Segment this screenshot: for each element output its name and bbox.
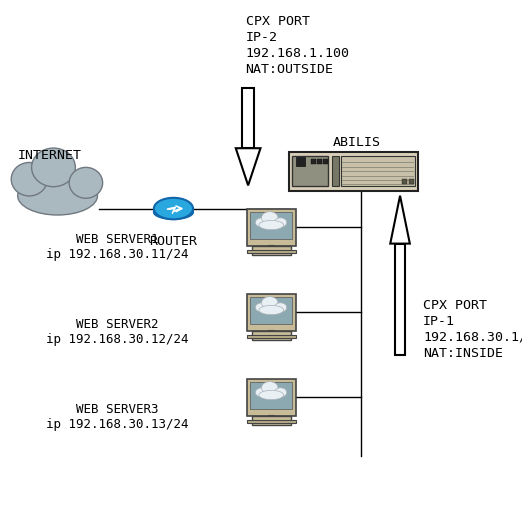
Text: CPX PORT
IP-1
192.168.30.1/24
NAT:INSIDE: CPX PORT IP-1 192.168.30.1/24 NAT:INSIDE bbox=[423, 299, 522, 359]
Bar bbox=[395, 244, 405, 355]
Ellipse shape bbox=[259, 305, 283, 315]
Ellipse shape bbox=[275, 303, 287, 312]
Ellipse shape bbox=[154, 205, 193, 219]
Text: WEB SERVER1
ip 192.168.30.11/24: WEB SERVER1 ip 192.168.30.11/24 bbox=[45, 233, 188, 261]
Ellipse shape bbox=[11, 163, 48, 196]
Bar bbox=[247, 335, 296, 338]
Bar bbox=[247, 294, 296, 331]
Bar bbox=[409, 179, 414, 184]
Polygon shape bbox=[236, 148, 260, 185]
Ellipse shape bbox=[31, 148, 75, 187]
Text: ABILIS: ABILIS bbox=[333, 136, 380, 149]
Text: WEB SERVER2
ip 192.168.30.12/24: WEB SERVER2 ip 192.168.30.12/24 bbox=[45, 318, 188, 346]
Ellipse shape bbox=[262, 382, 278, 394]
Bar bbox=[295, 157, 305, 166]
Bar bbox=[317, 159, 322, 164]
Bar bbox=[242, 88, 254, 148]
Ellipse shape bbox=[255, 303, 269, 312]
Text: ROUTER: ROUTER bbox=[149, 235, 197, 248]
Ellipse shape bbox=[154, 198, 193, 219]
Bar bbox=[247, 420, 296, 423]
Bar bbox=[251, 212, 292, 239]
Bar bbox=[247, 250, 296, 253]
Bar bbox=[268, 330, 275, 336]
Bar bbox=[251, 297, 292, 324]
Ellipse shape bbox=[262, 212, 278, 224]
Bar bbox=[323, 159, 328, 164]
Bar bbox=[331, 156, 339, 186]
Bar bbox=[247, 379, 296, 416]
Bar bbox=[252, 246, 291, 255]
Text: WEB SERVER3
ip 192.168.30.13/24: WEB SERVER3 ip 192.168.30.13/24 bbox=[45, 403, 188, 431]
Bar bbox=[252, 331, 291, 340]
Bar bbox=[268, 415, 275, 421]
Polygon shape bbox=[390, 196, 410, 244]
Bar bbox=[311, 159, 316, 164]
Ellipse shape bbox=[275, 388, 287, 397]
Ellipse shape bbox=[18, 176, 98, 215]
Ellipse shape bbox=[262, 297, 278, 309]
Ellipse shape bbox=[275, 218, 287, 227]
Text: CPX PORT
IP-2
192.168.1.100
NAT:OUTSIDE: CPX PORT IP-2 192.168.1.100 NAT:OUTSIDE bbox=[245, 15, 350, 76]
Ellipse shape bbox=[259, 390, 283, 400]
Bar bbox=[252, 416, 291, 425]
Bar bbox=[247, 209, 296, 246]
Ellipse shape bbox=[259, 220, 283, 230]
Bar bbox=[289, 152, 418, 191]
Ellipse shape bbox=[255, 218, 269, 227]
Bar bbox=[402, 179, 407, 184]
Ellipse shape bbox=[69, 167, 103, 198]
Bar bbox=[251, 382, 292, 409]
Bar bbox=[292, 156, 328, 186]
Bar bbox=[341, 156, 415, 186]
Ellipse shape bbox=[255, 388, 269, 397]
Bar bbox=[268, 245, 275, 251]
Text: INTERNET: INTERNET bbox=[18, 149, 82, 162]
